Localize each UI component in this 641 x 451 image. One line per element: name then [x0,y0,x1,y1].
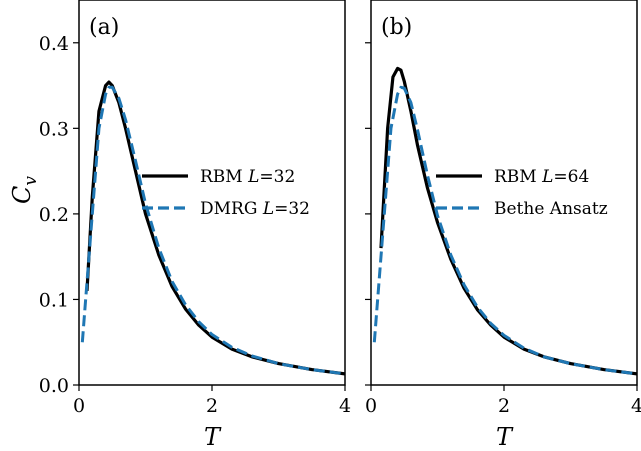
panel-b-legend-entry-2: Bethe Ansatz [494,199,608,219]
panel-a-legend-entry-1: RBM L=32 [200,167,295,187]
panel-a-y-tick-label: 0.0 [39,375,69,397]
panel-a-series-1-line [85,80,345,376]
panel-a: 0 2 4 0.0 0.1 0.2 0.3 0.4 RBM L=32 DMRG L=32 (a)… [39,0,351,451]
panel-a-x-axis-label: T [204,423,222,451]
panel-a-legend-entry-2: DMRG L=32 [200,199,310,219]
panel-a-y-tick-label: 0.2 [39,204,69,226]
panel-a-x-tick-label: 0 [73,395,85,417]
panel-b-x-tick-label: 2 [498,395,510,417]
panel-a-y-tick-label: 0.4 [39,33,69,55]
panel-b-x-axis-label: T [496,423,514,451]
panel-b-legend-entry-1: RBM L=64 [494,167,589,187]
panel-a-x-tick-label: 2 [206,395,218,417]
y-axis-label: Cv [8,176,41,204]
panel-a-y-tick-label: 0.3 [39,118,69,140]
panel-a-frame [78,0,346,386]
panel-b-series-2-line [372,85,637,376]
panel-a-y-tick-label: 0.1 [39,289,69,311]
panel-b: 0 2 4 RBM L=64 Bethe Ansatz (b) T [365,0,641,451]
panel-b-frame [370,0,638,386]
panel-b-series-1-line [379,66,637,376]
panel-a-series-2-line [80,85,345,376]
panel-b-x-tick-label: 4 [631,395,641,417]
panel-b-x-tick-label: 0 [365,395,377,417]
panel-a-label: (a) [89,15,119,40]
panel-b-label: (b) [381,15,412,40]
y-axis-label-subscript: v [21,176,41,186]
panel-a-x-tick-label: 4 [339,395,351,417]
